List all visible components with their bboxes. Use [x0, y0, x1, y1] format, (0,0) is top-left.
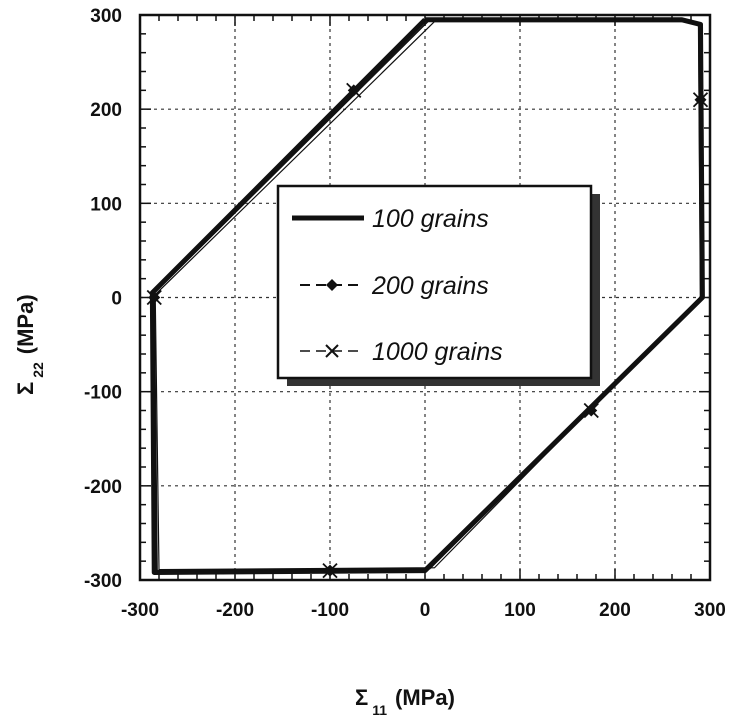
x-tick-labels: -300 -200 -100 0 100 200 300 [121, 600, 726, 621]
marker-x [146, 289, 162, 306]
tick-marks [139, 14, 711, 581]
legend-label-1000-grains: 1000 grains [372, 338, 503, 366]
x-tick-label: -300 [121, 600, 159, 621]
x-tick-label: 100 [504, 600, 536, 621]
x-axis-subscript: 11 [372, 702, 387, 718]
legend-marker-diamond [326, 279, 338, 291]
marker-x [692, 92, 709, 108]
y-tick-labels: 300 200 100 0 -100 -200 -300 [84, 6, 122, 592]
y-tick-label: -100 [84, 383, 122, 404]
y-tick-label: 0 [111, 289, 122, 310]
x-tick-label: -100 [311, 600, 349, 621]
x-tick-label: 200 [599, 600, 631, 621]
x-axis-symbol: Σ [355, 685, 368, 710]
y-axis-unit: (MPa) [13, 294, 38, 354]
marker-x [346, 82, 362, 98]
marker-group [146, 82, 709, 579]
marker-x [583, 402, 599, 419]
y-tick-label: -200 [84, 477, 122, 498]
legend-label-200-grains: 200 grains [371, 272, 489, 300]
x-tick-label: -200 [216, 600, 254, 621]
y-axis-title: Σ 22 (MPa) [13, 294, 46, 395]
y-tick-label: 100 [90, 194, 122, 215]
y-tick-label: 300 [90, 6, 122, 27]
x-tick-label: 300 [694, 600, 726, 621]
y-tick-label: 200 [90, 100, 122, 121]
y-tick-label: -300 [84, 571, 122, 592]
series-line-3 [154, 20, 703, 571]
series-group [149, 17, 705, 575]
x-axis-title: Σ 11 (MPa) [355, 685, 455, 718]
y-axis-subscript: 22 [30, 362, 46, 378]
x-axis-unit: (MPa) [395, 685, 455, 710]
y-axis-symbol: Σ [13, 382, 38, 395]
legend-label-100-grains: 100 grains [372, 205, 489, 233]
legend: 100 grains 200 grains 1000 grains [276, 184, 600, 386]
x-tick-label: 0 [420, 600, 431, 621]
legend-marker-x [325, 344, 339, 358]
